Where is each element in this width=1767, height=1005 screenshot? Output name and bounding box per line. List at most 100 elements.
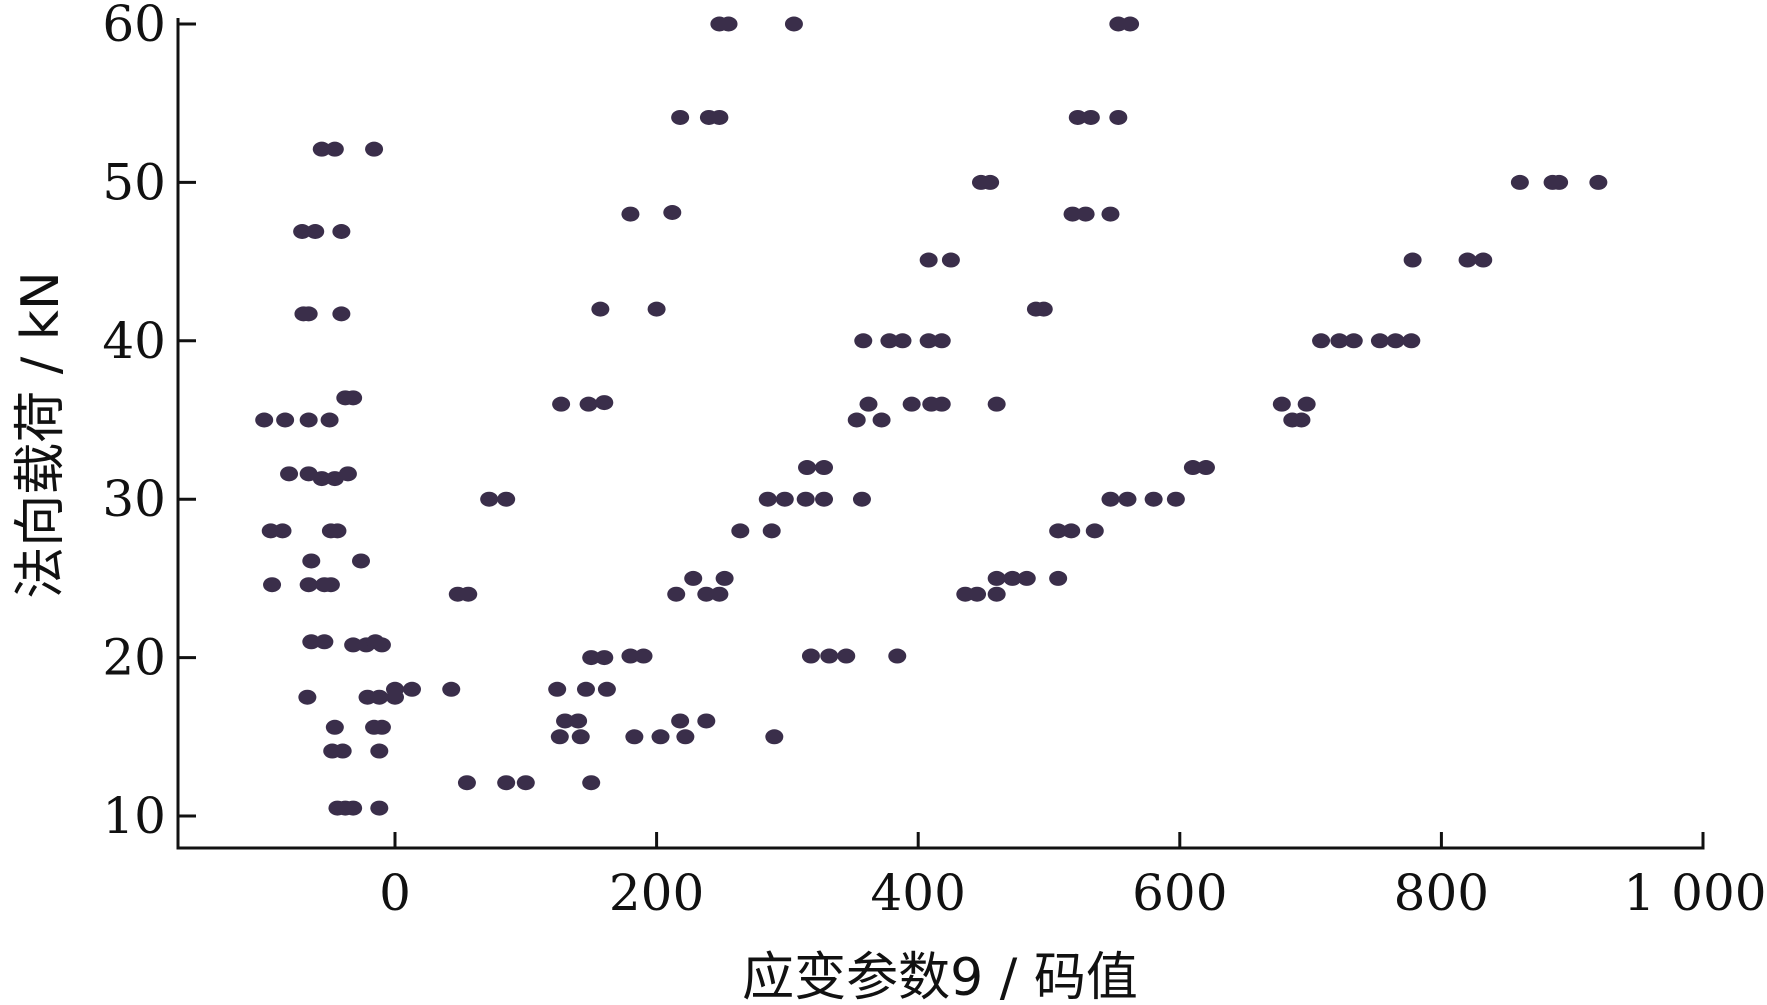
x-tick-label: 1 000 [1623,864,1766,922]
data-point [902,396,921,412]
data-point [457,775,476,791]
data-point [480,491,499,507]
data-point [344,390,363,406]
data-point [299,577,318,593]
data-point [582,775,601,791]
data-point [1068,109,1087,125]
data-point [333,743,352,759]
data-point [442,681,461,697]
data-point [550,729,569,745]
data-point [932,333,951,349]
data-point [325,719,344,735]
data-point [671,109,690,125]
data-point [582,650,601,666]
data-point [595,395,614,411]
data-point [332,224,351,240]
data-point [1101,206,1120,222]
data-point [625,729,644,745]
data-point [255,412,274,428]
data-point [1144,491,1163,507]
y-tick-label: 60 [102,0,166,53]
data-point [815,460,834,476]
data-point [663,204,682,220]
data-point [1063,206,1082,222]
data-point [719,16,738,32]
data-point [351,553,370,569]
data-point [302,553,321,569]
data-point [312,471,331,487]
data-point [634,648,653,664]
data-point [315,634,334,650]
data-point [796,491,815,507]
data-point [1196,460,1215,476]
data-point [647,301,666,317]
data-point [1272,396,1291,412]
data-point [893,333,912,349]
data-point [579,396,598,412]
data-point [595,650,614,666]
x-tick-label: 600 [1132,864,1227,922]
data-point [801,648,820,664]
data-point [765,729,784,745]
x-tick-label: 200 [609,864,704,922]
x-tick-label: 0 [379,864,411,922]
data-point [497,491,516,507]
data-point [1550,174,1569,190]
data-point [302,634,321,650]
data-point [815,491,834,507]
data-point [852,491,871,507]
data-point [1510,174,1529,190]
data-point [859,396,878,412]
data-point [548,681,567,697]
data-point [1297,396,1316,412]
data-point [1386,333,1405,349]
data-point [697,586,716,602]
data-point [372,719,391,735]
data-point [872,412,891,428]
data-point [403,681,422,697]
data-point [365,141,384,157]
data-point [987,586,1006,602]
data-point [569,713,588,729]
data-point [325,141,344,157]
data-point [820,648,839,664]
data-point [932,396,951,412]
data-point [676,729,695,745]
data-point [597,681,616,697]
data-point [1118,491,1137,507]
data-point [684,570,703,586]
data-point [1049,523,1068,539]
axis-frame [176,18,1705,850]
data-point [1049,570,1068,586]
data-point [880,333,899,349]
data-point [312,141,331,157]
data-point [1370,333,1389,349]
data-point [370,800,389,816]
data-point [1166,491,1185,507]
data-point [1085,523,1104,539]
data-point [328,523,347,539]
data-point [1017,570,1036,586]
data-point [758,491,777,507]
data-point [1344,333,1363,349]
data-point [591,301,610,317]
data-point [919,333,938,349]
data-point [854,333,873,349]
data-point [731,523,750,539]
data-point [372,637,391,653]
data-point [1101,491,1120,507]
data-point [1330,333,1349,349]
data-point [775,491,794,507]
data-point [888,648,907,664]
data-point [338,466,357,482]
data-point [306,224,325,240]
data-point [576,681,595,697]
data-point [1003,570,1022,586]
data-point [710,109,729,125]
points-layer [255,16,1608,816]
data-point [516,775,535,791]
data-point [1402,333,1421,349]
data-point [332,306,351,322]
data-point [837,648,856,664]
